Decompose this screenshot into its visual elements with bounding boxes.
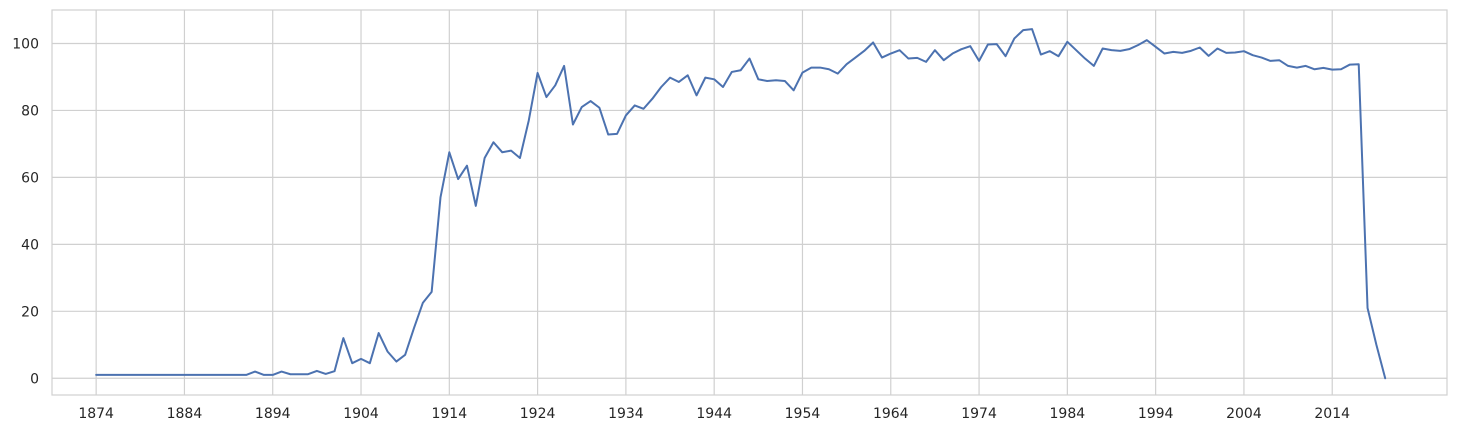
x-tick-label: 1884 <box>167 406 203 422</box>
series-line <box>95 28 1387 380</box>
x-tick-label: 1974 <box>961 406 997 422</box>
y-tick-label: 0 <box>30 371 39 387</box>
x-tick-label: 1954 <box>785 406 821 422</box>
y-axis-ticks: 0 20 40 60 80 100 <box>12 36 39 387</box>
x-tick-label: 1994 <box>1138 406 1174 422</box>
x-tick-label: 1944 <box>696 406 732 422</box>
y-tick-label: 100 <box>12 36 39 52</box>
y-tick-label: 40 <box>21 237 39 253</box>
series-layer <box>95 28 1387 380</box>
y-tick-label: 20 <box>21 304 39 320</box>
x-tick-label: 1904 <box>343 406 379 422</box>
x-tick-label: 1924 <box>520 406 556 422</box>
y-tick-label: 60 <box>21 170 39 186</box>
x-tick-label: 1874 <box>78 406 114 422</box>
x-tick-label: 2004 <box>1226 406 1262 422</box>
x-tick-label: 1984 <box>1050 406 1086 422</box>
x-tick-label: 1894 <box>255 406 291 422</box>
x-tick-label: 1934 <box>608 406 644 422</box>
x-tick-label: 1914 <box>431 406 467 422</box>
grid-lines <box>52 10 1447 395</box>
x-axis-ticks: 1874 1884 1894 1904 1914 1924 1934 1944 1954 1964… <box>78 406 1350 422</box>
x-tick-label: 1964 <box>873 406 909 422</box>
plot-frame <box>51 9 1448 396</box>
x-tick-label: 2014 <box>1314 406 1350 422</box>
y-tick-label: 80 <box>21 103 39 119</box>
